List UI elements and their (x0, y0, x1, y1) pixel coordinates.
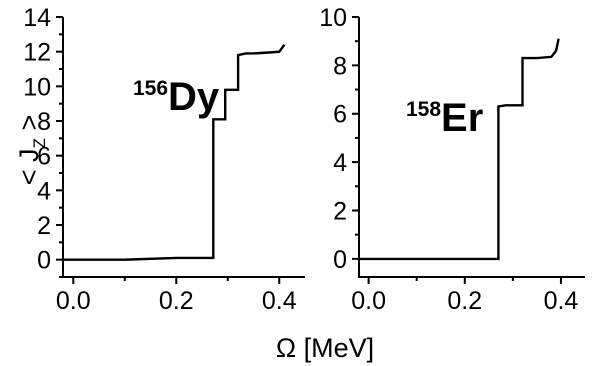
nucleus-label-dy156: 156Dy (133, 75, 220, 119)
y-ticks-dy156: 0 2 4 6 8 10 12 14 (23, 4, 63, 278)
axes-dy156 (62, 17, 305, 278)
x-axis-title: Ω [MeV] (276, 333, 374, 363)
x-tick-label-dy156: 0.0 (56, 287, 91, 315)
y-tick-label-er158: 0 (333, 246, 347, 274)
y-ticks-er158: 0 2 4 6 8 10 (319, 4, 359, 274)
element-symbol-dy156: Dy (168, 75, 220, 119)
y-tick-label-dy156: 0 (37, 247, 51, 275)
y-tick-label-er158: 8 (333, 52, 347, 80)
y-tick-label-er158: 6 (333, 101, 347, 129)
y-tick-label-er158: 2 (333, 197, 347, 225)
x-tick-label-er158: 0.0 (351, 287, 386, 315)
nucleus-label-er158: 158Er (406, 96, 483, 140)
y-tick-label-dy156: 6 (37, 143, 51, 171)
element-symbol-er158: Er (441, 96, 483, 140)
x-ticks-er158: 0.0 0.2 0.4 (351, 277, 578, 315)
series-line-er158 (359, 38, 560, 261)
y-tick-label-dy156: 8 (37, 108, 51, 136)
mass-number-dy156: 156 (133, 77, 168, 100)
x-tick-label-dy156: 0.2 (159, 287, 194, 315)
y-tick-label-dy156: 10 (23, 73, 51, 101)
panel-dy156: 0 2 4 6 8 10 12 14 0.0 0.2 0.4 156Dy < JZ > (14, 4, 305, 315)
y-tick-label-dy156: 4 (37, 177, 51, 205)
y-tick-label-dy156: 14 (23, 4, 51, 32)
y-tick-label-dy156: 12 (23, 39, 51, 67)
axis-frame-er158 (358, 17, 585, 278)
y-tick-label-er158: 4 (333, 149, 347, 177)
x-tick-label-er158: 0.4 (544, 287, 579, 315)
panel-er158: 0 2 4 6 8 10 0.0 0.2 0.4 158Er (319, 4, 585, 315)
y-axis-title: < JZ > (14, 115, 49, 185)
x-ticks-dy156: 0.0 0.2 0.4 (56, 277, 297, 315)
axes-er158 (358, 17, 585, 278)
y-tick-label-er158: 10 (319, 4, 347, 32)
axis-frame-dy156 (62, 17, 305, 278)
x-tick-label-dy156: 0.4 (262, 287, 297, 315)
y-axis-subscript: Z (30, 138, 49, 148)
mass-number-er158: 158 (406, 98, 441, 121)
x-tick-label-er158: 0.2 (447, 287, 482, 315)
series-line-dy156 (63, 43, 286, 261)
y-tick-label-dy156: 2 (37, 212, 51, 240)
